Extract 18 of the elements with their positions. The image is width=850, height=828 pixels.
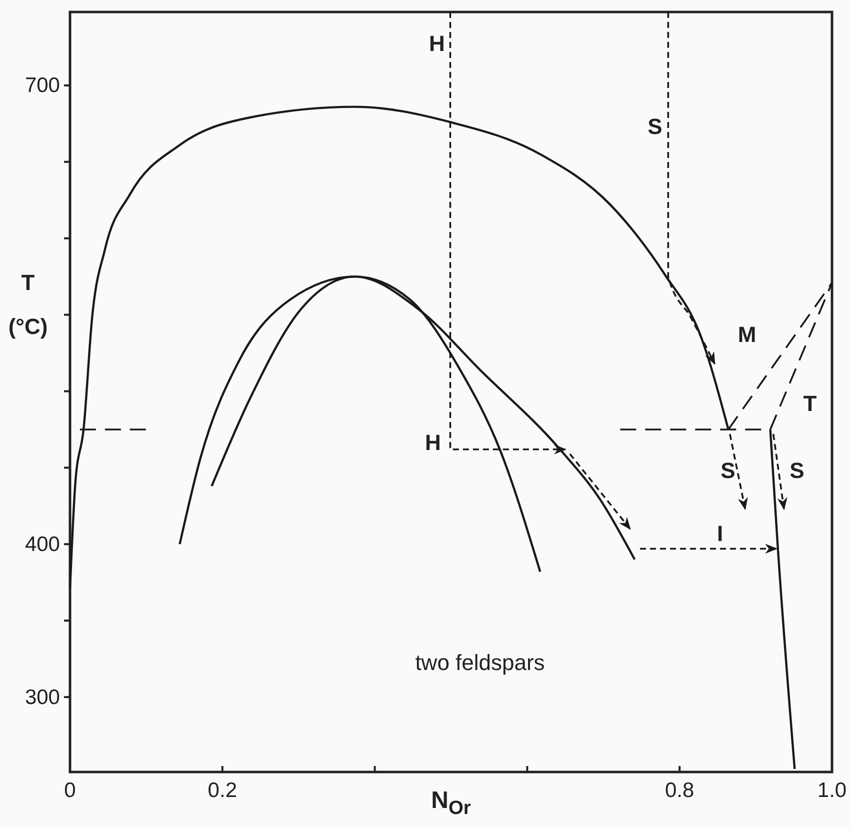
annotation: two feldspars <box>415 650 545 675</box>
x-tick-label: 0 <box>64 778 76 802</box>
annotation: T <box>803 390 818 416</box>
annotation: H <box>425 430 441 455</box>
x-tick-label: 0.8 <box>665 778 694 802</box>
y-tick-label: 300 <box>24 686 60 709</box>
annotation: M <box>738 322 756 347</box>
y-tick-label: 400 <box>24 532 60 556</box>
annotation: I <box>716 520 724 546</box>
annotation: S <box>720 458 736 483</box>
annotation: S <box>648 114 662 139</box>
annotation: H <box>429 30 445 56</box>
x-axis-title: N$_{Or}$ <box>431 787 472 819</box>
x-tick-label: 1.0 <box>817 778 847 802</box>
y-axis-title: T (°C) <box>8 270 48 339</box>
y-tick-label: 700 <box>24 74 60 98</box>
annotation: S <box>790 458 804 483</box>
x-tick-label: 0.2 <box>208 778 237 802</box>
